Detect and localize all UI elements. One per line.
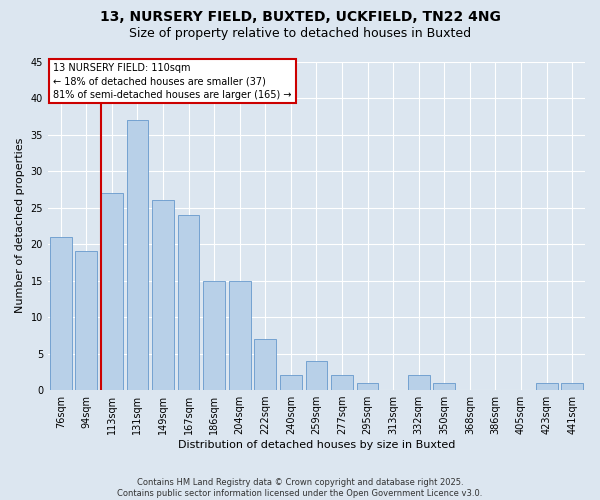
Bar bbox=[101, 193, 123, 390]
Bar bbox=[433, 383, 455, 390]
Bar bbox=[331, 376, 353, 390]
Text: Size of property relative to detached houses in Buxted: Size of property relative to detached ho… bbox=[129, 28, 471, 40]
Y-axis label: Number of detached properties: Number of detached properties bbox=[15, 138, 25, 314]
Bar bbox=[76, 252, 97, 390]
Bar bbox=[536, 383, 557, 390]
Bar bbox=[408, 376, 430, 390]
Text: 13, NURSERY FIELD, BUXTED, UCKFIELD, TN22 4NG: 13, NURSERY FIELD, BUXTED, UCKFIELD, TN2… bbox=[100, 10, 500, 24]
X-axis label: Distribution of detached houses by size in Buxted: Distribution of detached houses by size … bbox=[178, 440, 455, 450]
Bar bbox=[305, 361, 328, 390]
Text: Contains HM Land Registry data © Crown copyright and database right 2025.
Contai: Contains HM Land Registry data © Crown c… bbox=[118, 478, 482, 498]
Text: 13 NURSERY FIELD: 110sqm
← 18% of detached houses are smaller (37)
81% of semi-d: 13 NURSERY FIELD: 110sqm ← 18% of detach… bbox=[53, 63, 292, 100]
Bar bbox=[357, 383, 379, 390]
Bar bbox=[127, 120, 148, 390]
Bar bbox=[562, 383, 583, 390]
Bar bbox=[50, 236, 71, 390]
Bar bbox=[152, 200, 174, 390]
Bar bbox=[229, 280, 251, 390]
Bar bbox=[280, 376, 302, 390]
Bar bbox=[254, 339, 276, 390]
Bar bbox=[203, 280, 225, 390]
Bar bbox=[178, 215, 199, 390]
